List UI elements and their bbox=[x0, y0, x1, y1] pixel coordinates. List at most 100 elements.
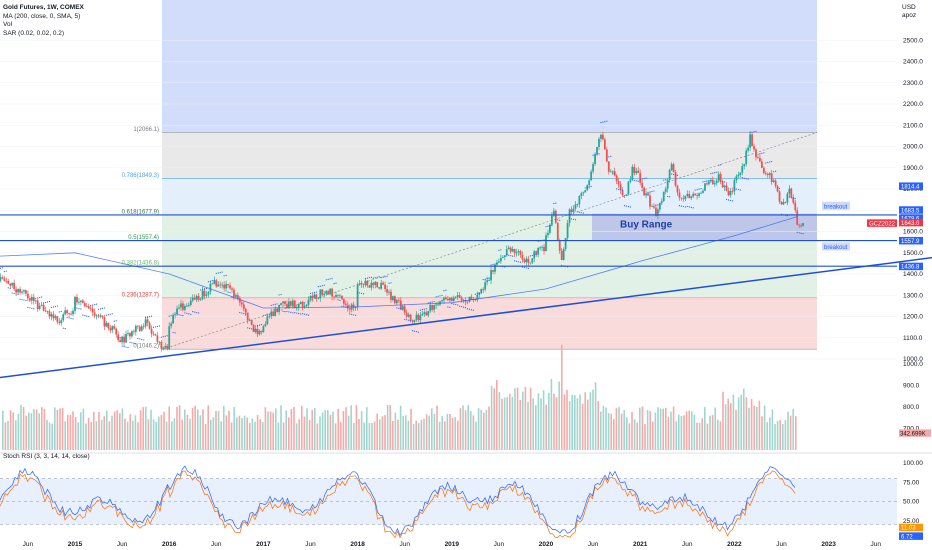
sar-dot bbox=[52, 306, 55, 308]
stoch-legend[interactable]: Stoch RSI (3, 3, 14, 14, close) bbox=[3, 453, 90, 460]
volume-bar bbox=[9, 410, 12, 450]
volume-tick: 900.0 bbox=[903, 383, 920, 390]
candle-body bbox=[180, 303, 182, 308]
candle-body bbox=[641, 182, 644, 188]
volume-bar bbox=[428, 415, 430, 450]
volume-bar bbox=[602, 405, 605, 450]
sar-dot bbox=[78, 307, 80, 310]
sar-dot bbox=[335, 282, 337, 284]
sar-dot bbox=[254, 325, 257, 327]
volume-bar bbox=[275, 408, 277, 450]
sar-dot bbox=[510, 255, 512, 257]
candle-body bbox=[7, 281, 10, 284]
sar-dot bbox=[425, 308, 427, 310]
sar-dot bbox=[109, 313, 111, 315]
candle-body bbox=[384, 284, 386, 290]
sar-dot bbox=[490, 264, 492, 266]
candle-body bbox=[627, 181, 630, 195]
price-tick: 1200.0 bbox=[903, 314, 923, 321]
sar-dot bbox=[447, 306, 449, 308]
sar-dot bbox=[767, 161, 769, 164]
volume-bar bbox=[605, 407, 607, 450]
candle-body bbox=[176, 308, 178, 314]
sar-dot bbox=[623, 205, 626, 207]
sar-dot bbox=[616, 188, 618, 190]
sar-dot bbox=[714, 172, 716, 174]
volume-bar bbox=[709, 415, 711, 450]
candle-body bbox=[503, 255, 506, 258]
candle-body bbox=[221, 284, 224, 286]
volume-bar bbox=[446, 414, 449, 450]
sar-dot bbox=[378, 276, 380, 278]
candle-body bbox=[386, 289, 388, 293]
volume-bar bbox=[462, 405, 464, 450]
ma-legend[interactable]: MA (200, close, 0, SMA, 5) bbox=[3, 12, 81, 20]
symbol-title[interactable]: Gold Futures, 1W, COMEX bbox=[3, 4, 84, 11]
candle-body bbox=[653, 206, 655, 208]
volume-bar bbox=[82, 408, 85, 450]
sar-dot bbox=[129, 341, 131, 343]
candle-body bbox=[452, 297, 455, 301]
sar-dot bbox=[710, 172, 712, 175]
volume-bar bbox=[436, 405, 438, 450]
sar-dot bbox=[618, 188, 620, 190]
sar-dot bbox=[135, 343, 137, 345]
sar-dot bbox=[188, 313, 190, 315]
sar-dot bbox=[696, 188, 698, 191]
sar-dot bbox=[606, 120, 608, 122]
sar-dot bbox=[472, 309, 474, 311]
candle-body bbox=[435, 304, 437, 306]
chart-overlays: Buy Range breakout breakout bbox=[0, 132, 932, 379]
volume-bar bbox=[285, 410, 287, 450]
volume-bar bbox=[12, 412, 14, 450]
volume-bar bbox=[168, 406, 170, 450]
candle-body bbox=[539, 247, 542, 249]
volume-bar bbox=[438, 421, 441, 450]
stoch-k-line bbox=[0, 465, 796, 537]
candle-body bbox=[362, 284, 365, 286]
sar-dot bbox=[44, 301, 47, 304]
sar-dot bbox=[441, 294, 443, 297]
candle-body bbox=[747, 147, 750, 151]
candle-body bbox=[717, 173, 720, 181]
sar-legend[interactable]: SAR (0.02, 0.02, 0.2) bbox=[3, 29, 65, 37]
volume-bar bbox=[574, 395, 576, 450]
candle-body bbox=[238, 298, 241, 303]
candle-body bbox=[178, 307, 180, 309]
time-tick: Jun bbox=[23, 541, 34, 548]
sar-dot bbox=[205, 287, 208, 290]
candle-body bbox=[5, 280, 8, 282]
sar-dot bbox=[286, 310, 288, 313]
sar-dot bbox=[445, 289, 447, 291]
time-tick: Jun bbox=[399, 541, 410, 548]
candle-body bbox=[150, 328, 153, 334]
sar-dot bbox=[182, 315, 184, 317]
volume-bar bbox=[25, 415, 27, 450]
sar-dot bbox=[423, 308, 425, 310]
candle-body bbox=[252, 324, 255, 332]
volume-bar bbox=[373, 421, 376, 450]
candle-body bbox=[109, 328, 112, 331]
price-tick: 2000.0 bbox=[903, 144, 923, 151]
candle-body bbox=[307, 299, 310, 305]
volume-bar bbox=[189, 418, 191, 450]
sar-dot bbox=[739, 189, 741, 191]
sar-dot bbox=[468, 308, 471, 310]
candle-body bbox=[519, 251, 522, 255]
candle-body bbox=[672, 164, 675, 173]
candle-body bbox=[549, 224, 551, 233]
sar-dot bbox=[88, 315, 90, 318]
sar-dot bbox=[531, 254, 533, 257]
sar-dot bbox=[5, 270, 7, 272]
volume-bar bbox=[74, 416, 77, 450]
volume-bar bbox=[308, 419, 311, 450]
candle-body bbox=[199, 299, 202, 300]
sar-dot bbox=[101, 307, 104, 309]
volume-bar bbox=[639, 407, 641, 450]
vol-legend[interactable]: Vol bbox=[3, 21, 13, 28]
volume-bar bbox=[563, 394, 566, 450]
candle-body bbox=[81, 300, 84, 304]
sar-dot bbox=[139, 338, 141, 340]
sar-dot bbox=[358, 292, 361, 294]
